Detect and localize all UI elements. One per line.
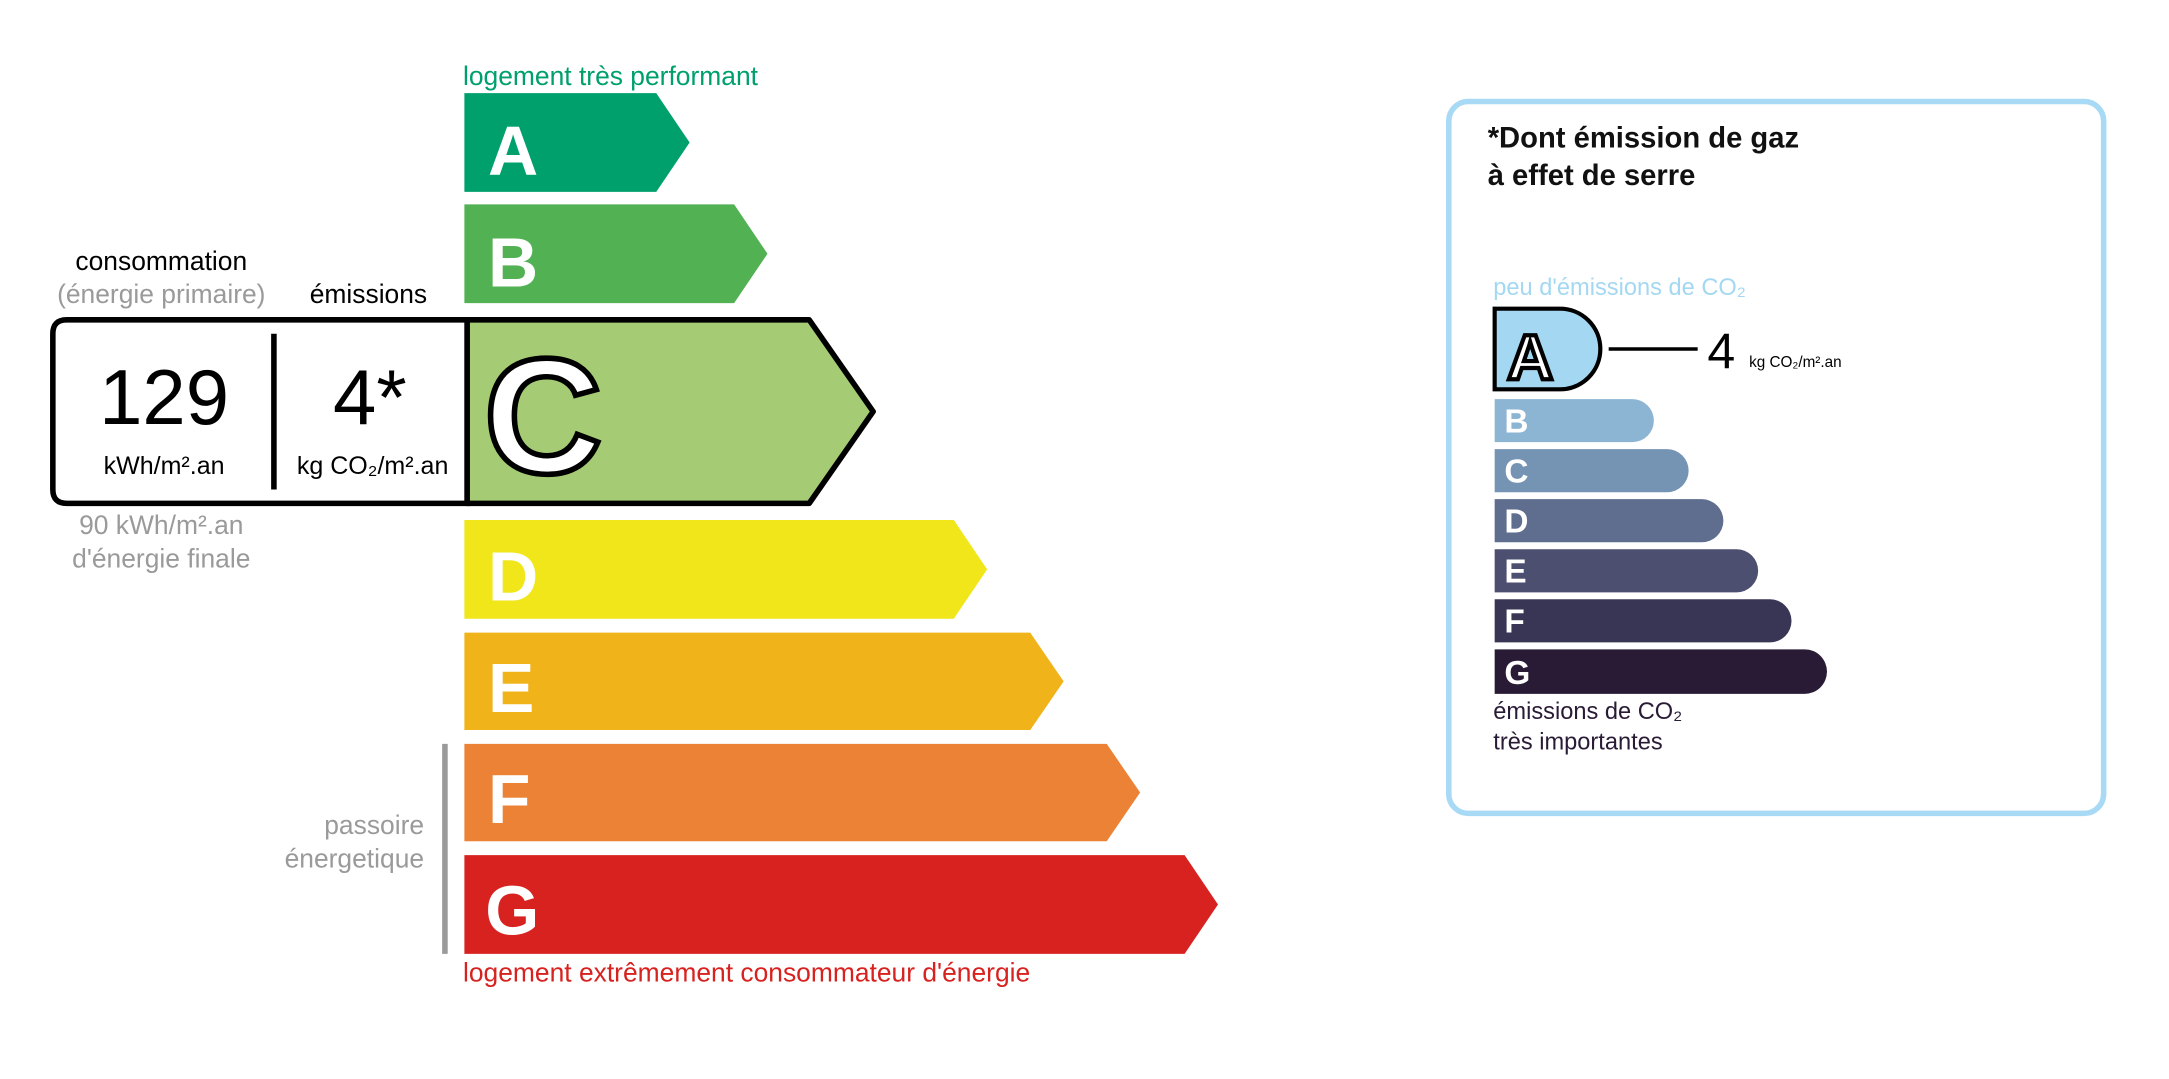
ghg-bar-e <box>1494 549 1759 593</box>
ghg-panel: *Dont émission de gaz à effet de serre p… <box>1446 98 2107 817</box>
ghg-bar-c <box>1494 449 1689 493</box>
ghg-letter-e: E <box>1504 554 1526 591</box>
final-energy-value: 90 kWh/m².an <box>79 510 243 540</box>
energy-bar-d <box>464 520 988 619</box>
ghg-bar-f <box>1494 599 1792 643</box>
ghg-letter-g: G <box>1504 655 1530 692</box>
ghg-top-label: peu d'émissions de CO₂ <box>1493 275 1746 301</box>
energy-letter-e: E <box>488 649 534 727</box>
ghg-value: 4 <box>1707 323 1735 379</box>
emissions-value: 4* <box>333 355 407 441</box>
ghg-bar-b <box>1494 399 1654 443</box>
ghg-letter-d: D <box>1504 504 1528 541</box>
energy-bar-e <box>464 632 1064 730</box>
ghg-title-2: à effet de serre <box>1488 160 1696 192</box>
energy-letter-g: G <box>485 871 539 949</box>
ghg-letter-a: A <box>1507 322 1553 394</box>
ghg-bar-d <box>1494 499 1724 543</box>
emissions-unit: kg CO₂/m².an <box>297 452 449 480</box>
energy-bar-b <box>464 204 768 304</box>
consumption-sublabel: (énergie primaire) <box>57 279 265 309</box>
final-energy-label: d'énergie finale <box>72 543 250 573</box>
ghg-bar-g <box>1494 649 1827 694</box>
passoire-label-1: passoire <box>324 810 424 840</box>
ghg-title-1: *Dont émission de gaz <box>1488 122 1799 154</box>
energy-letter-d: D <box>488 538 538 616</box>
ghg-letter-f: F <box>1504 604 1524 641</box>
passoire-label-2: énergetique <box>285 844 424 874</box>
energy-letter-c: C <box>484 324 602 508</box>
ghg-unit: kg CO₂/m².an <box>1749 354 1842 371</box>
consumption-unit: kWh/m².an <box>104 452 225 480</box>
ghg-letter-c: C <box>1504 453 1528 490</box>
energy-bar-c-current <box>464 317 876 507</box>
consumption-value: 129 <box>99 355 229 441</box>
ghg-bottom-label-1: émissions de CO₂ <box>1493 699 1682 725</box>
energy-top-label: logement très performant <box>463 61 759 91</box>
emissions-label: émissions <box>310 279 427 309</box>
ghg-bar-a-current <box>1492 306 1603 392</box>
energy-scale: logement très performant A B C consommat… <box>50 61 1218 988</box>
energy-letter-a: A <box>488 112 538 190</box>
consumption-label: consommation <box>75 246 247 276</box>
energy-bar-a <box>464 93 690 192</box>
ghg-bottom-label-2: très importantes <box>1493 729 1662 755</box>
energy-letter-f: F <box>488 760 530 838</box>
energy-bottom-label: logement extrêmement consommateur d'éner… <box>463 958 1030 988</box>
energy-bar-g <box>464 855 1218 954</box>
energy-letter-b: B <box>488 223 538 301</box>
energy-bar-f <box>464 743 1141 842</box>
ghg-letter-b: B <box>1504 403 1528 440</box>
value-box <box>50 317 470 507</box>
